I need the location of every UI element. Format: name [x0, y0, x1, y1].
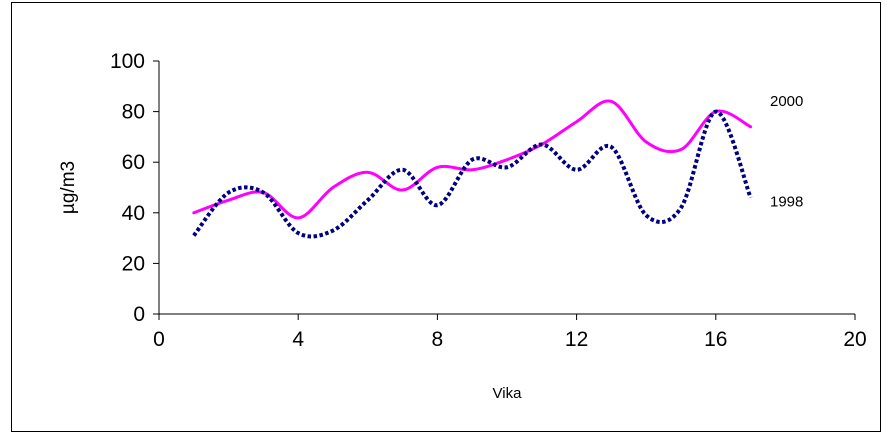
- x-tick-label: 4: [292, 328, 304, 351]
- y-tick-label: 60: [122, 151, 145, 174]
- y-axis-title: µg/m3: [58, 161, 79, 214]
- y-tick-label: 80: [122, 101, 145, 124]
- x-axis-title: Vika: [493, 385, 523, 402]
- y-tick-label: 0: [133, 303, 145, 326]
- series-line-1998: [192, 109, 753, 239]
- y-tick-label: 40: [122, 202, 145, 225]
- y-tick-label: 20: [122, 252, 145, 275]
- x-tick-label: 12: [565, 328, 588, 351]
- axes: [153, 60, 856, 320]
- series-lines: [192, 99, 753, 239]
- chart-frame: 0 20 40 60 80 100 0 4 8 12 16 20 2000 1998 µg/m3 Vik…: [11, 2, 881, 432]
- x-tick-label: 16: [704, 328, 727, 351]
- x-tick-label: 20: [843, 328, 866, 351]
- series-label-2000: 2000: [770, 93, 803, 110]
- tick-labels: 0 20 40 60 80 100 0 4 8 12 16 20: [110, 50, 867, 351]
- x-tick-label: 8: [432, 328, 444, 351]
- series-line-2000: [192, 99, 753, 220]
- series-labels: 2000 1998: [770, 93, 803, 211]
- series-label-1998: 1998: [770, 194, 803, 211]
- y-tick-label: 100: [110, 50, 145, 73]
- line-chart: 0 20 40 60 80 100 0 4 8 12 16 20 2000 1998 µg/m3 Vik…: [58, 50, 867, 402]
- x-tick-label: 0: [153, 328, 165, 351]
